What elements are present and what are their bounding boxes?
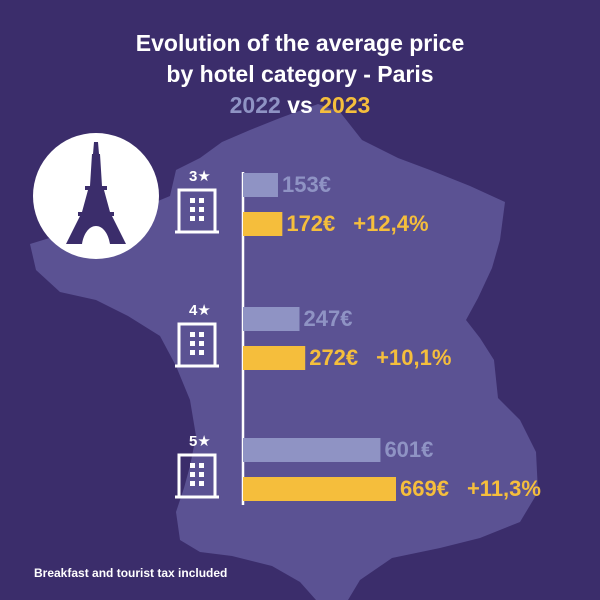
bar-2023-1: [243, 346, 306, 370]
change-label: +10,1%: [376, 345, 452, 370]
category-label: 5★: [189, 433, 211, 450]
value-label: 153€: [281, 172, 331, 197]
value-label: 601€: [384, 437, 434, 462]
bars-group: [243, 173, 396, 501]
value-label: 172€: [286, 211, 336, 236]
bar-2022-2: [243, 438, 381, 462]
chart-title-line2: by hotel category - Paris: [166, 61, 434, 87]
hotel-building-icon: [175, 322, 219, 368]
eiffel-tower-icon: [33, 133, 159, 259]
subtitle-year-2023: 2023: [319, 92, 371, 118]
value-label: 272€: [309, 345, 359, 370]
bar-2023-0: [243, 212, 283, 236]
footnote: Breakfast and tourist tax included: [34, 566, 228, 580]
value-label: 669€: [400, 476, 449, 501]
chart-subtitle: 2022 vs 2023: [0, 90, 600, 121]
chart-title-line1: Evolution of the average price: [135, 30, 465, 56]
bar-2022-1: [243, 307, 300, 331]
bar-2022-0: [243, 173, 278, 197]
hotel-building-icon: [175, 188, 219, 234]
value-label: 247€: [303, 306, 353, 331]
change-label: +12,4%: [353, 211, 429, 236]
change-label: +11,3%: [466, 476, 541, 501]
subtitle-vs: vs: [287, 92, 313, 118]
hotel-building-icon: [175, 453, 219, 499]
subtitle-year-2022: 2022: [229, 92, 281, 118]
category-label: 4★: [189, 302, 211, 319]
building-icons-group: [175, 188, 219, 499]
category-label: 3★: [189, 168, 211, 185]
bar-2023-2: [243, 477, 396, 501]
